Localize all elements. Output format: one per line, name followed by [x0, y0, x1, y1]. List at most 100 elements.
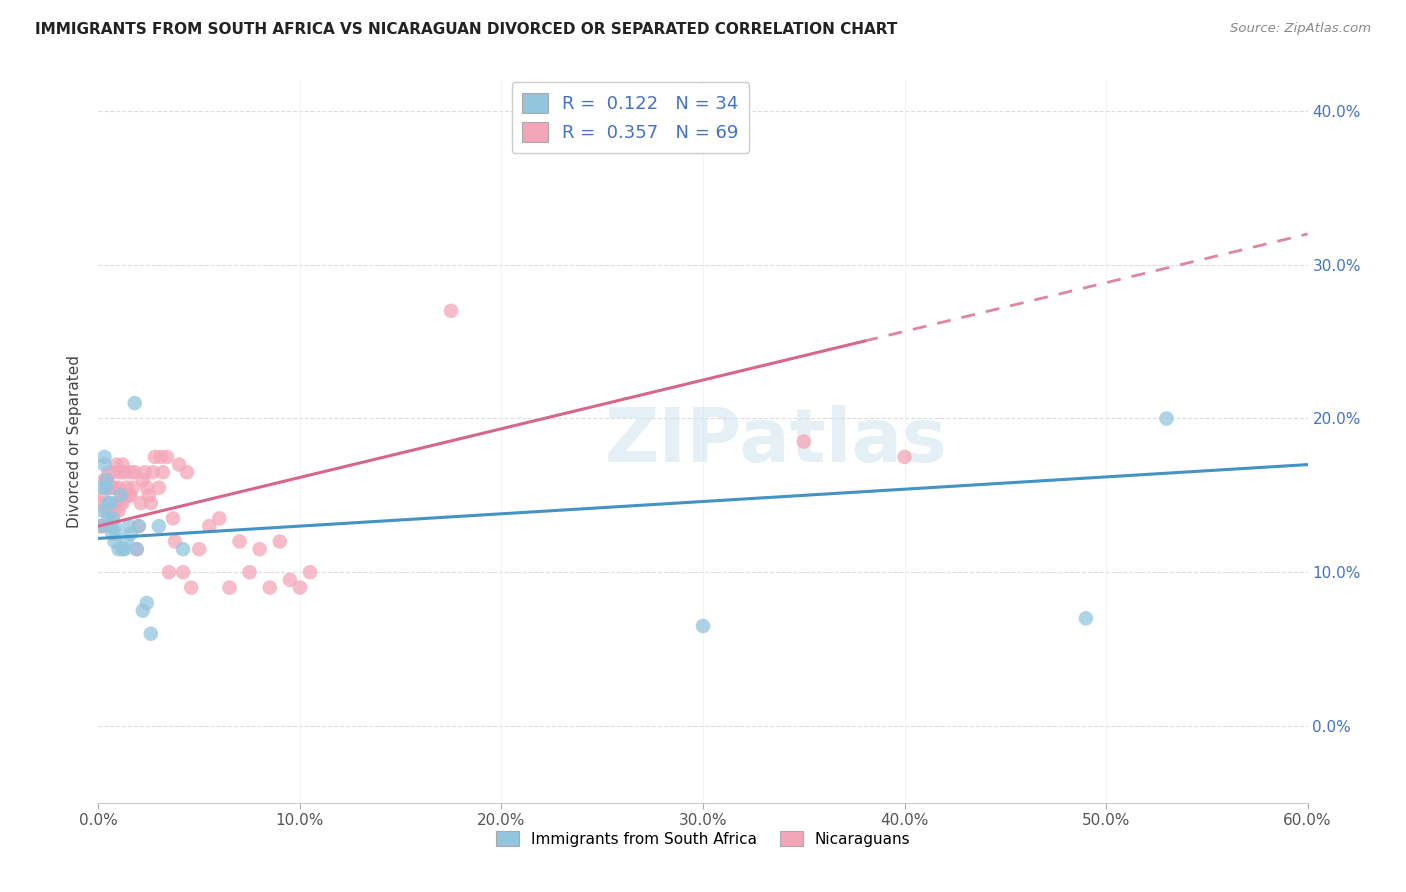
Point: [299, 565, 322, 579]
Point: [152, 465, 174, 479]
Point: [139, 626, 162, 640]
Point: [157, 565, 180, 579]
Point: [121, 481, 143, 495]
Point: [239, 565, 262, 579]
Point: [148, 519, 170, 533]
Point: [120, 488, 142, 502]
Point: [97, 465, 120, 479]
Point: [128, 519, 150, 533]
Point: [142, 465, 165, 479]
Point: [96, 473, 118, 487]
Point: [269, 534, 291, 549]
Point: [124, 465, 146, 479]
Point: [440, 304, 463, 318]
Point: [103, 465, 125, 479]
Point: [103, 504, 125, 518]
Point: [93, 519, 115, 533]
Point: [172, 565, 194, 579]
Text: IMMIGRANTS FROM SOUTH AFRICA VS NICARAGUAN DIVORCED OR SEPARATED CORRELATION CHA: IMMIGRANTS FROM SOUTH AFRICA VS NICARAGU…: [35, 22, 897, 37]
Point: [118, 519, 141, 533]
Point: [91, 504, 114, 518]
Point: [100, 504, 122, 518]
Point: [96, 481, 118, 495]
Point: [176, 465, 198, 479]
Point: [138, 488, 160, 502]
Point: [105, 526, 128, 541]
Point: [125, 542, 148, 557]
Point: [1156, 411, 1178, 425]
Point: [139, 496, 162, 510]
Point: [101, 526, 124, 541]
Y-axis label: Divorced or Separated: Divorced or Separated: [67, 355, 83, 528]
Point: [259, 581, 281, 595]
Point: [135, 481, 157, 495]
Point: [91, 519, 114, 533]
Point: [93, 450, 115, 464]
Point: [111, 542, 134, 557]
Point: [101, 481, 124, 495]
Point: [114, 465, 136, 479]
Point: [124, 396, 146, 410]
Point: [103, 481, 125, 495]
Point: [110, 496, 132, 510]
Point: [156, 450, 179, 464]
Point: [129, 496, 152, 510]
Point: [128, 519, 150, 533]
Point: [793, 434, 815, 449]
Point: [120, 465, 142, 479]
Point: [103, 519, 125, 533]
Point: [115, 534, 138, 549]
Point: [162, 511, 184, 525]
Point: [89, 519, 111, 533]
Point: [278, 573, 301, 587]
Point: [105, 496, 128, 510]
Point: [93, 458, 115, 472]
Point: [101, 511, 124, 525]
Point: [97, 481, 120, 495]
Point: [198, 519, 221, 533]
Point: [105, 458, 128, 472]
Point: [97, 504, 120, 518]
Point: [249, 542, 271, 557]
Point: [208, 511, 231, 525]
Point: [149, 450, 172, 464]
Point: [107, 481, 129, 495]
Point: [143, 450, 166, 464]
Point: [114, 488, 136, 502]
Point: [125, 542, 148, 557]
Point: [288, 581, 311, 595]
Point: [218, 581, 240, 595]
Point: [134, 465, 156, 479]
Point: [132, 604, 155, 618]
Point: [180, 581, 202, 595]
Point: [111, 458, 134, 472]
Point: [96, 473, 118, 487]
Point: [91, 488, 114, 502]
Point: [110, 488, 132, 502]
Point: [100, 481, 122, 495]
Point: [107, 504, 129, 518]
Point: [115, 481, 138, 495]
Point: [101, 511, 124, 525]
Point: [97, 496, 120, 510]
Point: [135, 596, 157, 610]
Point: [114, 542, 136, 557]
Point: [188, 542, 211, 557]
Text: Source: ZipAtlas.com: Source: ZipAtlas.com: [1230, 22, 1371, 36]
Point: [91, 481, 114, 495]
Text: ZIPatlas: ZIPatlas: [605, 405, 946, 478]
Point: [132, 473, 155, 487]
Point: [118, 488, 141, 502]
Point: [692, 619, 714, 633]
Point: [103, 534, 125, 549]
Point: [100, 496, 122, 510]
Point: [107, 542, 129, 557]
Point: [163, 534, 186, 549]
Point: [893, 450, 915, 464]
Point: [97, 511, 120, 525]
Point: [100, 519, 122, 533]
Legend: Immigrants from South Africa, Nicaraguans: Immigrants from South Africa, Nicaraguan…: [489, 825, 917, 853]
Point: [96, 504, 118, 518]
Point: [93, 473, 115, 487]
Point: [110, 465, 132, 479]
